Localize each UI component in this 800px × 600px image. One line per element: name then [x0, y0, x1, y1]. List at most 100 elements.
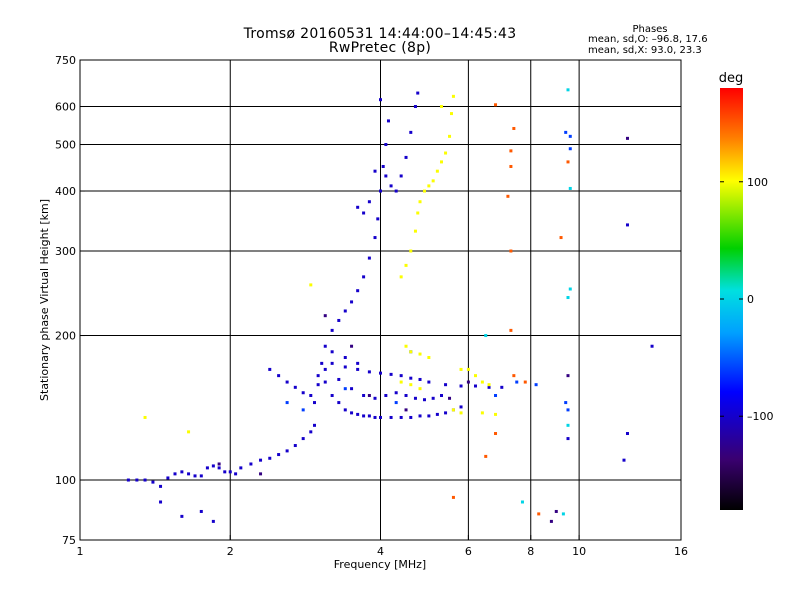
echo-point [422, 398, 426, 402]
echo-point [416, 91, 420, 95]
echo-point [350, 387, 354, 391]
echo-point [431, 179, 435, 183]
echo-point [459, 367, 463, 371]
x-tick-label: 10 [572, 545, 586, 558]
echo-point [622, 458, 626, 462]
echo-point [367, 370, 371, 374]
colorbar-tick-label: –100 [747, 410, 774, 423]
echo-point [487, 383, 491, 387]
echo-point [159, 500, 163, 504]
echo-point [379, 371, 382, 375]
echo-point [330, 394, 334, 398]
echo-point [440, 160, 444, 164]
colorbar-ticks: 100 0 –100 [720, 176, 774, 423]
echo-point [500, 385, 504, 389]
echo-point [566, 423, 570, 427]
echo-point [323, 367, 327, 371]
echo-point [379, 415, 382, 419]
echo-point [367, 256, 371, 260]
echo-point [135, 478, 139, 482]
echo-point [384, 143, 388, 147]
echo-point [239, 466, 243, 470]
echo-point [494, 103, 498, 107]
x-tick-label: 8 [527, 545, 534, 558]
echo-point [373, 236, 377, 240]
echo-point [309, 430, 313, 434]
echo-point [568, 186, 572, 190]
echo-point [509, 164, 513, 168]
echo-point [451, 495, 455, 499]
echo-point [427, 414, 431, 418]
echo-point [399, 380, 403, 384]
y-tick-label: 75 [62, 534, 76, 547]
y-tick-label: 400 [55, 185, 76, 198]
echo-point [444, 383, 448, 387]
echo-point [549, 519, 553, 523]
echo-point [404, 408, 408, 412]
echo-point [515, 380, 519, 384]
echo-point [217, 462, 221, 466]
echo-point [384, 174, 388, 178]
echo-point [394, 391, 398, 395]
echo-point [494, 432, 498, 436]
echo-point [173, 472, 177, 476]
echo-point [650, 344, 654, 348]
echo-point [151, 480, 155, 484]
echo-point [323, 344, 327, 348]
echo-point [399, 374, 403, 378]
echo-point [625, 223, 629, 227]
colorbar-unit: deg [719, 71, 744, 86]
echo-point [337, 401, 341, 405]
echo-point [484, 454, 488, 458]
echo-point [416, 211, 420, 215]
echo-point [409, 249, 413, 253]
echo-point [418, 200, 422, 204]
echo-point [301, 437, 305, 441]
echo-point [480, 380, 484, 384]
echo-point [566, 160, 570, 164]
echo-point [399, 275, 403, 279]
y-tick-label: 600 [55, 101, 76, 114]
echo-point [448, 134, 452, 138]
echo-point [427, 380, 431, 384]
echo-point [205, 466, 209, 470]
echo-point [323, 314, 327, 318]
echo-point [356, 412, 360, 416]
echo-point [187, 430, 191, 434]
colorbar-tick-label: 100 [747, 176, 768, 189]
echo-point [394, 189, 398, 193]
echo-point [431, 396, 435, 400]
echo-point [448, 396, 452, 400]
echo-point [268, 456, 272, 460]
echo-point [126, 478, 130, 482]
x-axis-label: Frequency [MHz] [334, 558, 426, 571]
echo-point [350, 300, 354, 304]
echo-point [277, 374, 281, 378]
x-tick-label: 4 [377, 545, 384, 558]
echo-point [449, 112, 453, 116]
y-tick-label: 100 [55, 474, 76, 487]
echo-point [217, 466, 221, 470]
echo-point [451, 94, 455, 98]
x-tick-label: 2 [227, 545, 234, 558]
echo-point [566, 408, 570, 412]
echo-point [444, 151, 448, 155]
echo-point [566, 88, 570, 92]
echo-point [559, 236, 563, 240]
echo-point [367, 200, 371, 204]
chart-subtitle: RwPretec (8p) [328, 40, 432, 56]
echo-point [373, 396, 377, 400]
echo-point [259, 458, 263, 462]
echo-point [418, 387, 422, 391]
colorbar [720, 88, 743, 510]
echo-point [356, 205, 360, 209]
echo-point [350, 344, 354, 348]
echo-point [494, 412, 498, 416]
echo-point [337, 318, 341, 322]
echo-point [343, 408, 347, 412]
echo-point [180, 514, 184, 518]
echo-point [413, 105, 417, 109]
echo-point [330, 350, 334, 354]
echo-point [323, 380, 327, 384]
